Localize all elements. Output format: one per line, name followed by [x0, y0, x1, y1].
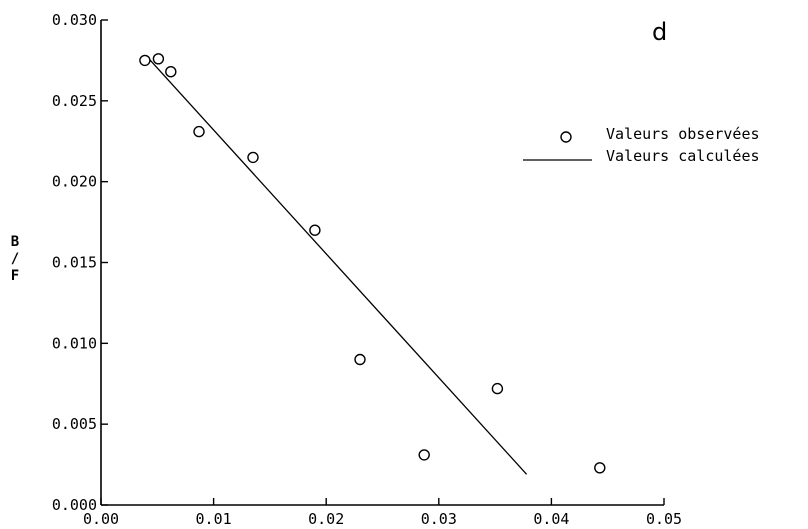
y-axis-label: B/F: [11, 234, 19, 284]
y-tick-label: 0.010: [52, 334, 97, 352]
data-point-observed: [247, 151, 259, 164]
data-point-observed: [139, 54, 151, 67]
x-tick-label: 0.00: [83, 510, 119, 528]
x-ticks: 0.00 0.01 0.02 0.03 0.04 0.05: [83, 498, 682, 528]
data-point-observed: [152, 53, 165, 65]
axes: [100, 20, 664, 506]
legend-label-calculated: Valeurs calculées: [606, 147, 760, 165]
y-axis-label-letter: F: [11, 268, 19, 284]
y-tick-label: 0.030: [52, 11, 97, 29]
x-tick-label: 0.05: [646, 510, 682, 528]
y-axis-label-letter: /: [11, 251, 19, 267]
data-point-observed: [165, 65, 177, 78]
y-tick-label: 0.020: [52, 173, 97, 191]
data-point-observed: [594, 462, 606, 474]
legend-marker-observed: [560, 131, 572, 143]
data-point-observed: [491, 382, 504, 395]
y-tick-label: 0.015: [52, 254, 97, 272]
series-layer: [139, 53, 606, 475]
legend: Valeurs observées Valeurs calculées: [523, 125, 760, 165]
x-tick-label: 0.04: [533, 510, 569, 528]
y-tick-label: 0.005: [52, 415, 97, 433]
data-point-observed: [309, 224, 321, 236]
y-axis-label-letter: B: [11, 234, 19, 250]
fit-line-calculated: [145, 55, 528, 475]
x-tick-label: 0.03: [421, 510, 457, 528]
data-point-observed: [193, 125, 205, 138]
y-tick-label: 0.000: [52, 496, 97, 514]
x-tick-label: 0.01: [196, 510, 232, 528]
y-tick-label: 0.025: [52, 92, 97, 110]
x-tick-label: 0.02: [308, 510, 344, 528]
panel-label: d: [652, 18, 667, 46]
legend-label-observed: Valeurs observées: [606, 125, 760, 143]
data-point-observed: [354, 353, 366, 366]
y-ticks: 0.000 0.005 0.010 0.015 0.020 0.025 0.030: [52, 11, 108, 514]
data-point-observed: [418, 449, 430, 461]
